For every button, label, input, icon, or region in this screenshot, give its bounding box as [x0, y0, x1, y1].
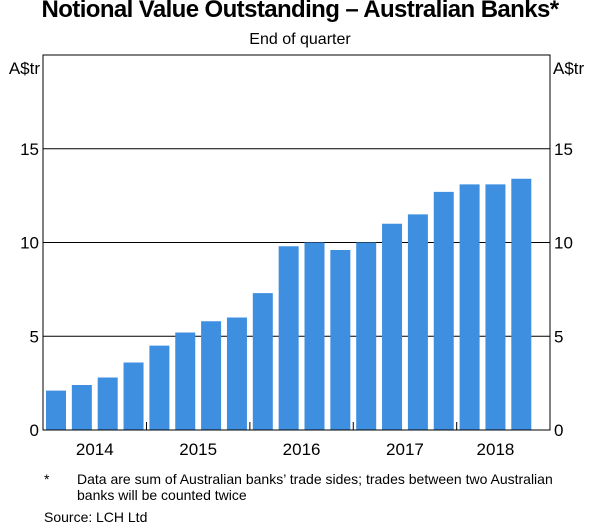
bar — [226, 317, 247, 430]
y-tick-label-right: 15 — [554, 140, 573, 159]
y-tick-label-right: 0 — [554, 421, 563, 440]
x-tick-label: 2017 — [386, 440, 424, 459]
bar — [97, 377, 118, 430]
chart-title: Notional Value Outstanding – Australian … — [41, 0, 560, 23]
x-tick-label: 2015 — [179, 440, 217, 459]
bar — [304, 242, 325, 430]
bar — [382, 223, 403, 430]
y-tick-label-right: 10 — [554, 234, 573, 253]
y-tick-label-left: 0 — [30, 421, 39, 440]
x-tick-label: 2016 — [283, 440, 321, 459]
bar — [278, 246, 299, 430]
bar — [149, 345, 170, 430]
left-unit-label: A$tr — [9, 59, 41, 78]
bar-series — [46, 178, 532, 430]
source-value: LCH Ltd — [96, 509, 148, 525]
footnote-text: Data are sum of Australian banks’ trade … — [77, 471, 553, 503]
bar — [201, 321, 222, 430]
bar — [71, 385, 92, 430]
bar — [485, 184, 506, 430]
bar — [330, 250, 351, 430]
x-axis-ticks: 2014 2015 2016 2017 2018 — [76, 422, 515, 459]
y-axis-ticks: 0 0 5 5 10 10 15 15 — [20, 140, 573, 440]
x-tick-label: 2018 — [477, 440, 515, 459]
bar — [46, 390, 66, 430]
y-tick-label-right: 5 — [554, 327, 563, 346]
right-unit-label: A$tr — [553, 59, 585, 78]
x-tick-label: 2014 — [76, 440, 114, 459]
bar — [123, 362, 144, 430]
bar — [356, 242, 377, 430]
y-tick-label-left: 10 — [20, 234, 39, 253]
source-label: Source: — [44, 509, 93, 525]
bar — [407, 214, 428, 430]
bar — [252, 293, 273, 430]
bar — [433, 191, 454, 430]
bar — [459, 184, 480, 430]
y-tick-label-left: 15 — [20, 140, 39, 159]
y-tick-label-left: 5 — [30, 327, 39, 346]
footnote-marker: * — [44, 471, 50, 487]
bar — [511, 178, 532, 430]
source-note: Source: LCH Ltd — [44, 509, 147, 525]
plot-frame — [42, 54, 551, 431]
chart-subtitle: End of quarter — [249, 31, 351, 48]
bar — [175, 332, 196, 430]
bar-chart: 0 0 5 5 10 10 15 15 2014 2015 2016 2017 2018 A$tr A… — [9, 54, 585, 459]
